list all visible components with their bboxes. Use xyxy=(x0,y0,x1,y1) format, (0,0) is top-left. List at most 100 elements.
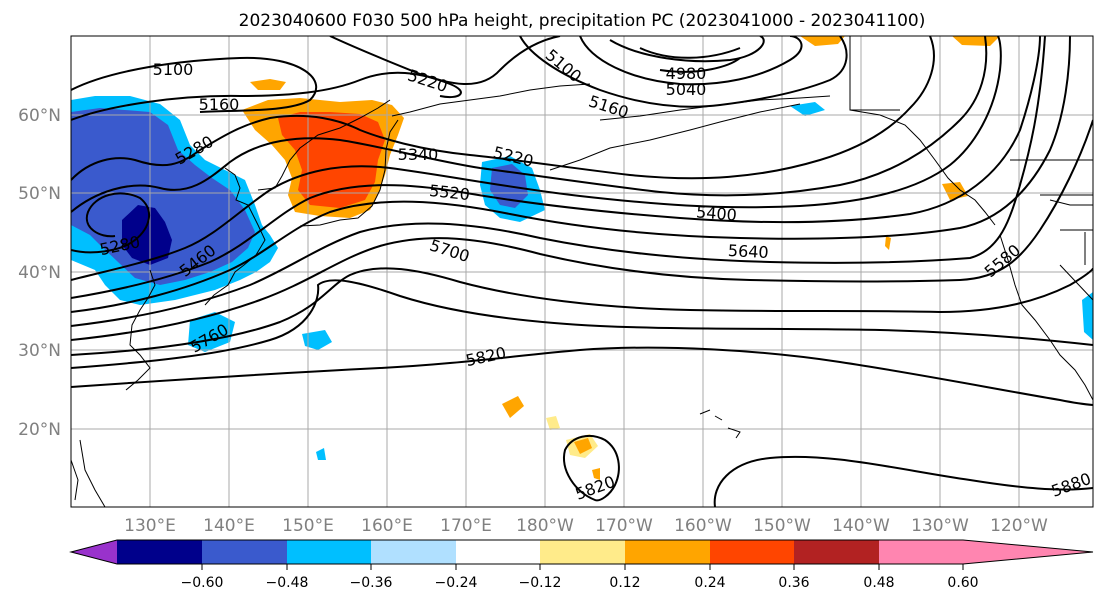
contour-label: 5040 xyxy=(666,80,707,99)
precip-positive-region xyxy=(278,112,385,208)
coastline xyxy=(849,109,996,226)
colorbar-tick-label: 0.12 xyxy=(609,575,640,591)
colorbar-tick-label: −0.60 xyxy=(181,575,224,591)
coastline xyxy=(391,83,591,117)
contour-label: 5100 xyxy=(153,60,194,79)
height-contour xyxy=(71,279,1093,369)
lat-label-60n: 60°N xyxy=(18,106,61,126)
precip-positive-region xyxy=(546,416,560,430)
contour-label: 5400 xyxy=(695,202,737,224)
coastline xyxy=(71,459,79,501)
colorbar-tick-label: −0.36 xyxy=(350,575,393,591)
precip-positive-region xyxy=(502,396,524,418)
coastline xyxy=(299,119,399,227)
contour-label: 5640 xyxy=(727,241,769,262)
lat-label-20n: 20°N xyxy=(18,420,61,440)
colorbar-segment xyxy=(71,540,117,564)
lon-label: 170°W xyxy=(595,516,653,536)
colorbar-tick-label: −0.48 xyxy=(266,575,309,591)
precip-negative-region xyxy=(122,205,172,265)
colorbar-segment xyxy=(456,540,540,564)
colorbar-segment xyxy=(202,540,287,564)
border-line xyxy=(1060,229,1093,265)
lon-label: 170°E xyxy=(440,516,492,536)
lon-label: 180°W xyxy=(516,516,574,536)
colorbar-tick-label: 0.60 xyxy=(947,575,978,591)
colorbar-segment xyxy=(879,540,963,564)
height-contour xyxy=(713,455,1093,507)
height-contour xyxy=(71,56,317,113)
colorbar-segment xyxy=(794,540,879,564)
lon-label: 150°E xyxy=(282,516,334,536)
precip-positive-region xyxy=(800,36,845,46)
contour-label: 5520 xyxy=(428,181,470,204)
height-contour xyxy=(563,434,620,502)
colorbar-segment xyxy=(287,540,371,564)
lat-label-30n: 30°N xyxy=(18,341,61,361)
longitude-labels: 130°E 140°E 150°E 160°E 170°E 180°W 170°… xyxy=(124,516,1048,536)
precip-negative-region xyxy=(71,108,255,285)
precip-negative-region xyxy=(1082,292,1093,340)
coastline xyxy=(999,234,1093,401)
coastline xyxy=(549,103,801,171)
coastline xyxy=(204,167,266,306)
precip-negative-region xyxy=(302,330,332,350)
coastline xyxy=(79,439,106,507)
colorbar-segment xyxy=(710,540,794,564)
height-contour xyxy=(71,119,1093,341)
lat-label-40n: 40°N xyxy=(18,263,61,283)
colorbar-segment xyxy=(371,540,456,564)
precip-positive-region xyxy=(592,468,600,480)
colorbar-ticks xyxy=(201,564,964,570)
height-contour xyxy=(609,36,765,63)
contour-label: 5340 xyxy=(398,145,439,164)
lon-label: 150°W xyxy=(753,516,811,536)
border-line xyxy=(1059,264,1093,301)
graticule xyxy=(71,36,1093,507)
height-contour xyxy=(659,57,741,73)
coastline xyxy=(257,99,391,191)
figure-title: 2023040600 F030 500 hPa height, precipit… xyxy=(239,11,926,31)
lon-label: 130°W xyxy=(911,516,969,536)
height-contour xyxy=(519,36,848,108)
precip-positive-region xyxy=(952,36,1000,46)
colorbar-segment xyxy=(963,540,1093,564)
colorbar-tick-label: −0.24 xyxy=(435,575,478,591)
precip-negative-region xyxy=(790,102,825,116)
coastline xyxy=(125,269,156,391)
lat-label-50n: 50°N xyxy=(18,184,61,204)
colorbar-outline xyxy=(69,539,1094,565)
height-contour xyxy=(639,47,741,59)
colorbar-segment xyxy=(625,540,710,564)
precip-negative-region xyxy=(316,448,326,460)
latitude-labels: 60°N 50°N 40°N 30°N 20°N xyxy=(18,106,61,440)
precip-positive-region xyxy=(574,438,592,454)
height-contours xyxy=(71,36,1093,507)
contour-label: 5160 xyxy=(199,95,240,114)
colorbar: −0.60 −0.48 −0.36 −0.24 −0.12 0.12 0.24 … xyxy=(69,539,1094,591)
height-contour xyxy=(71,71,462,121)
coastline xyxy=(699,409,741,439)
contour-label: 4980 xyxy=(666,64,707,83)
height-contour xyxy=(71,36,988,213)
height-contour xyxy=(579,36,803,86)
precip-positive xyxy=(242,36,1000,480)
colorbar-tick-label: 0.36 xyxy=(778,575,809,591)
map-frame xyxy=(70,35,1094,508)
lon-label: 160°W xyxy=(674,516,732,536)
lon-label: 160°E xyxy=(361,516,413,536)
lon-label: 130°E xyxy=(124,516,176,536)
height-contour xyxy=(71,267,1093,356)
height-contour xyxy=(71,346,1093,406)
height-contour xyxy=(71,36,1041,299)
lon-label: 140°W xyxy=(832,516,890,536)
colorbar-tick-label: 0.24 xyxy=(694,575,725,591)
colorbar-segment xyxy=(540,540,625,564)
precip-positive-region xyxy=(250,79,286,90)
height-contour xyxy=(71,36,1071,313)
colorbar-segment xyxy=(117,540,202,564)
height-contour xyxy=(71,192,150,254)
colorbar-tick-label: 0.48 xyxy=(863,575,894,591)
lon-label: 140°E xyxy=(203,516,255,536)
